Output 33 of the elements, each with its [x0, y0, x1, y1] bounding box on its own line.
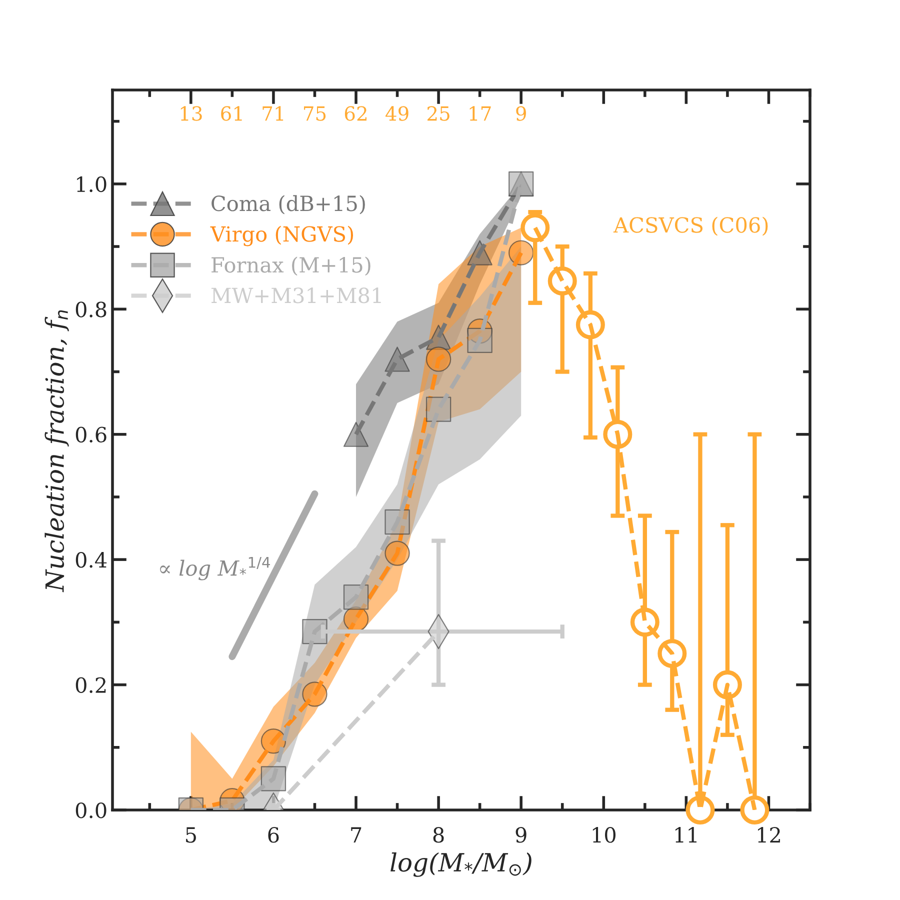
- x-axis-title: log(M$_{*}$/M$_{⊙}$): [390, 852, 532, 877]
- y-tick-label: 0.2: [76, 677, 106, 693]
- y-tick-label: 0.6: [76, 426, 106, 443]
- annotation: 13: [180, 106, 202, 121]
- y-tick-label: 0.8: [76, 302, 106, 318]
- x-tick-label: 11: [675, 827, 696, 842]
- x-tick-label: 7: [351, 827, 362, 842]
- y-tick-label: 1.0: [77, 176, 106, 192]
- point: [343, 422, 369, 447]
- x-tick-label: 12: [758, 827, 780, 842]
- x-tick-label: 9: [516, 827, 526, 843]
- annotation: 62: [344, 106, 366, 121]
- point: [740, 795, 770, 825]
- x-tick-label: 8: [433, 827, 444, 843]
- y-tick-label: 0.4: [76, 552, 107, 568]
- annotation: 71: [262, 106, 284, 121]
- annotation: 9: [516, 106, 526, 121]
- annotation: 25: [427, 106, 450, 121]
- annotation: ∝ log M$_{*}$$^{1/4}$: [160, 557, 270, 580]
- annotation: 75: [304, 106, 326, 121]
- annotation: 61: [221, 106, 242, 121]
- y-axis-title: Nucleation fraction, f$_{n}$: [44, 310, 69, 592]
- legend-label: Coma (dB+15): [212, 195, 365, 214]
- annotation: 49: [386, 106, 408, 121]
- annotation: 17: [470, 106, 491, 121]
- legend-label: Fornax (M+15): [212, 256, 370, 276]
- y-tick-label: 0.0: [76, 802, 106, 818]
- text: ACSVCS (C06): [613, 216, 768, 236]
- x-tick-label: 6: [268, 827, 279, 843]
- legend-label: Virgo (NGVS): [210, 226, 354, 246]
- x-tick-label: 10: [592, 827, 616, 843]
- x-tick-label: 5: [186, 827, 196, 843]
- point: [384, 509, 410, 535]
